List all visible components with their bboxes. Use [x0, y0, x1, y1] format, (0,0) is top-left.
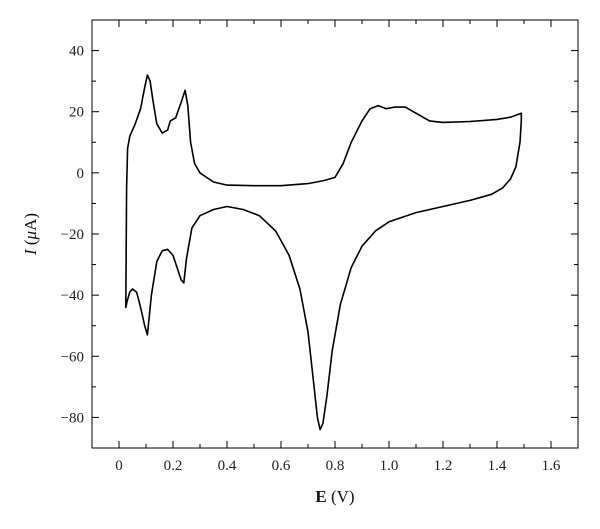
y-axis-symbol: I: [21, 248, 40, 256]
x-tick-label: 0.8: [326, 458, 345, 474]
axis-tick-labels: 0 0.2 0.4 0.6 0.8 1.0 1.2 1.4 1.6 −80 −60 −40 −20 0 20…: [61, 44, 561, 474]
axis-ticks: [91, 19, 578, 449]
x-tick-label: 0: [115, 458, 123, 474]
cv-curve-line: [125, 74, 523, 431]
x-tick-label: 1.4: [488, 458, 507, 474]
x-tick-label: 0.2: [164, 458, 183, 474]
y-axis-unit-open: (: [21, 239, 40, 245]
y-tick-label: 40: [69, 44, 84, 60]
x-axis-unit: (V): [331, 487, 355, 506]
x-tick-label: 1.0: [380, 458, 399, 474]
y-axis-unit-mu: μ: [21, 231, 40, 241]
x-tick-label: 0.6: [272, 458, 291, 474]
x-axis-symbol: E: [315, 487, 326, 506]
x-axis-title: E (V): [315, 487, 354, 506]
y-axis-unit-close: A): [21, 213, 40, 231]
y-axis-title: I (μA): [21, 213, 40, 256]
y-tick-label: −60: [61, 349, 84, 365]
y-tick-label: −40: [61, 288, 84, 304]
x-tick-label: 1.6: [542, 458, 561, 474]
y-tick-label: −80: [61, 410, 84, 426]
y-tick-label: 20: [69, 105, 84, 121]
x-tick-label: 1.2: [434, 458, 453, 474]
y-tick-label: 0: [77, 166, 85, 182]
plot-frame: [91, 19, 579, 449]
y-tick-label: −20: [61, 227, 84, 243]
x-tick-label: 0.4: [218, 458, 237, 474]
